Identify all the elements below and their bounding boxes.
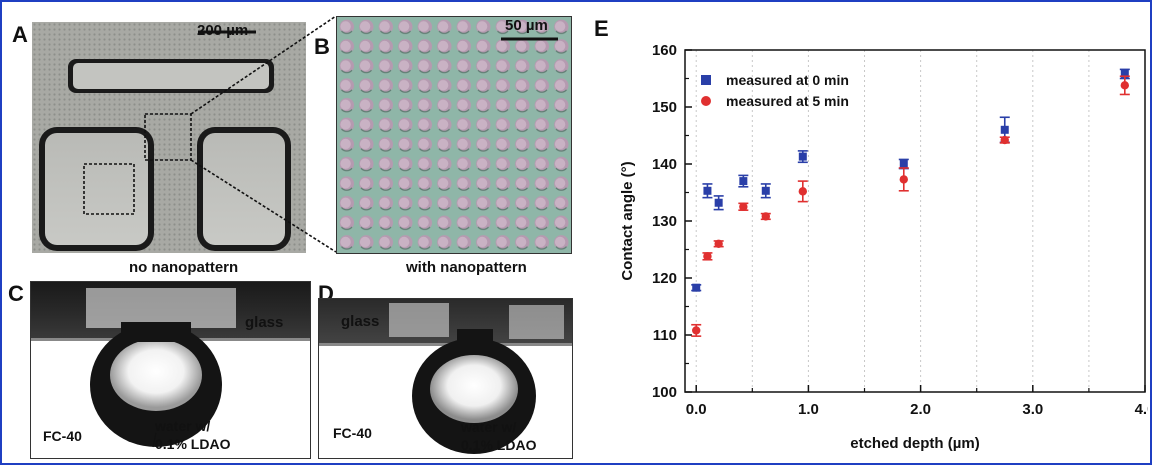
- panel-a-image: [32, 22, 306, 253]
- panel-a-micrograph: 200 µm: [32, 22, 306, 253]
- panel-c-water-label-2: 0.1% LDAO: [155, 436, 231, 452]
- panel-b-micrograph: 50 µm: [336, 16, 572, 254]
- chart-grid: [695, 50, 1090, 392]
- panel-b-scale-label: 50 µm: [505, 17, 548, 34]
- y-axis-ticks: 100 110 120 130 140 150 160: [652, 42, 692, 401]
- chart-series: [691, 68, 1130, 337]
- panel-d-photo: glass FC-40 water w/ 0.1% LDAO: [318, 298, 573, 459]
- panel-a-caption: no nanopattern: [129, 259, 239, 276]
- data-point: [692, 326, 701, 335]
- y-tick-label: 100: [652, 384, 677, 401]
- data-point: [899, 175, 908, 184]
- y-tick-label: 130: [652, 213, 677, 230]
- panel-c-glass-label: glass: [245, 314, 284, 331]
- y-tick-label: 150: [652, 99, 677, 116]
- panel-d-oil-label: FC-40: [333, 425, 372, 441]
- contact-angle-chart: 100 110 120 130 140 150 160 0.0 1.0 2.0 3.0 4.0 Co…: [619, 42, 1148, 452]
- data-point: [739, 202, 748, 211]
- panel-d-water-label-2: 0.1% LDAO: [461, 437, 537, 453]
- chart-legend: measured at 0 min measured at 5 min: [701, 72, 849, 109]
- data-point: [761, 212, 770, 221]
- y-tick-label: 160: [652, 42, 677, 59]
- legend-marker: [701, 96, 711, 106]
- x-axis-ticks: 0.0 1.0 2.0 3.0 4.0: [686, 385, 1148, 418]
- panel-c-letter: C: [8, 281, 24, 306]
- x-tick-label: 0.0: [686, 401, 707, 418]
- y-tick-label: 140: [652, 156, 677, 173]
- y-tick-label: 120: [652, 270, 677, 287]
- data-point: [739, 177, 748, 186]
- panel-a-letter: A: [12, 22, 28, 47]
- data-point: [714, 239, 723, 248]
- x-axis-label: etched depth (µm): [850, 435, 979, 452]
- panel-d-water-label-1: water w/: [461, 419, 517, 435]
- series-1: [691, 75, 1130, 337]
- panel-c-image: [31, 282, 310, 448]
- legend-label: measured at 5 min: [726, 93, 849, 109]
- panel-b-image: [337, 17, 571, 253]
- y-tick-label: 110: [653, 327, 677, 344]
- panel-b-letter: B: [314, 34, 330, 59]
- panel-c-oil-label: FC-40: [43, 428, 82, 444]
- data-point: [761, 186, 770, 195]
- x-tick-label: 4.0: [1135, 401, 1148, 418]
- series-0: [691, 68, 1130, 292]
- x-tick-label: 1.0: [798, 401, 819, 418]
- panel-c-water-label-1: water w/: [155, 418, 211, 434]
- data-point: [1000, 125, 1009, 134]
- data-point: [899, 160, 908, 168]
- data-point: [703, 186, 712, 195]
- x-tick-label: 2.0: [910, 401, 931, 418]
- data-point: [692, 283, 701, 292]
- panel-d-image: [319, 299, 572, 454]
- data-point: [703, 252, 712, 261]
- data-point: [1120, 69, 1129, 78]
- data-point: [798, 187, 808, 196]
- legend-marker: [701, 75, 711, 85]
- data-point: [714, 198, 723, 207]
- data-point: [798, 152, 807, 161]
- x-tick-label: 3.0: [1022, 401, 1043, 418]
- panel-c-photo: glass FC-40 water w/ 0.1% LDAO: [30, 281, 311, 459]
- y-axis-label: Contact angle (°): [619, 161, 636, 280]
- zoom-lines: [190, 15, 337, 253]
- panel-e-letter: E: [594, 16, 609, 41]
- data-point: [1000, 135, 1009, 145]
- panel-b-caption: with nanopattern: [406, 259, 527, 276]
- legend-label: measured at 0 min: [726, 72, 849, 88]
- data-point: [1120, 81, 1130, 90]
- panel-d-glass-label: glass: [341, 313, 380, 330]
- panel-a-scale-label: 200 µm: [197, 22, 249, 39]
